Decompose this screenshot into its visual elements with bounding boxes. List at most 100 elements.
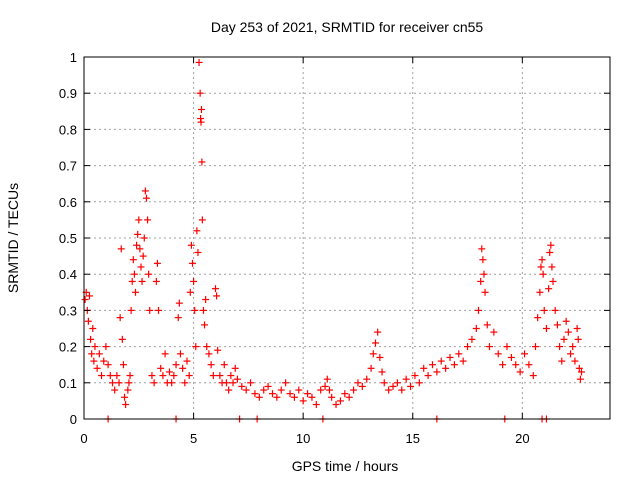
data-point [255, 393, 263, 401]
data-point [558, 357, 566, 365]
data-point [170, 372, 178, 380]
data-point [321, 382, 329, 390]
data-point [354, 379, 362, 387]
data-point [556, 343, 564, 351]
data-point [455, 350, 463, 358]
gridlines [84, 57, 610, 419]
data-point [233, 375, 241, 383]
data-point [205, 350, 213, 358]
data-point [137, 263, 145, 271]
data-point [363, 375, 371, 383]
data-point [564, 328, 572, 336]
data-point [450, 361, 458, 369]
data-point [199, 306, 207, 314]
data-point [376, 353, 384, 361]
data-point [575, 364, 583, 372]
x-axis-label: GPS time / hours [292, 458, 399, 474]
data-point [402, 375, 410, 383]
data-point [153, 259, 161, 267]
data-point [90, 357, 98, 365]
data-point [88, 350, 96, 358]
data-point [576, 375, 584, 383]
data-point [125, 379, 133, 387]
data-point [341, 390, 349, 398]
data-point [479, 256, 487, 264]
data-point [152, 277, 160, 285]
data-point [124, 386, 132, 394]
data-point [129, 256, 137, 264]
data-point [89, 325, 97, 332]
data-point [95, 350, 103, 358]
data-point [328, 393, 336, 401]
data-point [198, 216, 206, 224]
data-point [571, 357, 579, 365]
data-point [380, 379, 388, 387]
data-point [192, 343, 200, 351]
data-point [542, 325, 550, 332]
data-point [574, 335, 582, 343]
x-tick-label: 20 [515, 431, 529, 446]
axis-ticks: 00.10.20.30.40.50.60.70.80.910 5 10 15 20 [59, 50, 610, 446]
data-point [485, 343, 493, 351]
data-point [428, 361, 436, 369]
data-point [350, 386, 358, 394]
data-point [420, 364, 428, 372]
y-tick-label: 0 [70, 412, 77, 427]
data-point [494, 350, 502, 358]
data-point [159, 372, 167, 380]
data-point [553, 321, 561, 329]
data-point [398, 386, 406, 394]
data-point [446, 353, 454, 361]
data-point [144, 216, 152, 224]
data-point [84, 317, 92, 325]
data-point [442, 364, 450, 372]
data-point [295, 386, 303, 394]
y-tick-label: 0.5 [59, 231, 77, 246]
y-tick-label: 0.6 [59, 195, 77, 210]
data-point [165, 368, 173, 376]
data-point [415, 379, 423, 387]
data-point [358, 382, 366, 390]
data-point [282, 379, 290, 387]
data-point [374, 328, 382, 336]
data-point [525, 361, 533, 369]
data-point [573, 325, 581, 332]
data-point [191, 306, 199, 314]
data-point [186, 288, 194, 296]
data-point [277, 386, 285, 394]
data-point [499, 361, 507, 369]
data-point [176, 350, 184, 358]
data-point [175, 299, 183, 307]
data-point [138, 277, 146, 285]
data-point [238, 382, 246, 390]
data-point [85, 292, 93, 300]
data-point [222, 379, 230, 387]
data-point [87, 335, 95, 343]
data-point [225, 386, 233, 394]
data-point [549, 277, 557, 285]
data-point [317, 386, 325, 394]
data-point [209, 372, 217, 380]
data-point [308, 393, 316, 401]
data-point [196, 89, 204, 97]
data-point [578, 368, 586, 376]
data-point [537, 263, 545, 271]
data-point [119, 361, 127, 369]
data-point [201, 321, 209, 329]
data-point [168, 379, 176, 387]
data-point [411, 372, 419, 380]
data-point [141, 187, 149, 195]
data-point [213, 292, 221, 300]
data-point [371, 339, 379, 347]
data-point [190, 277, 198, 285]
data-point [273, 393, 281, 401]
y-tick-label: 0.7 [59, 159, 77, 174]
data-point [536, 288, 544, 296]
data-point [108, 379, 116, 387]
data-point [212, 285, 219, 293]
data-point [118, 335, 126, 343]
y-tick-label: 0.1 [59, 376, 77, 391]
data-point [157, 364, 165, 372]
data-point [477, 277, 485, 285]
